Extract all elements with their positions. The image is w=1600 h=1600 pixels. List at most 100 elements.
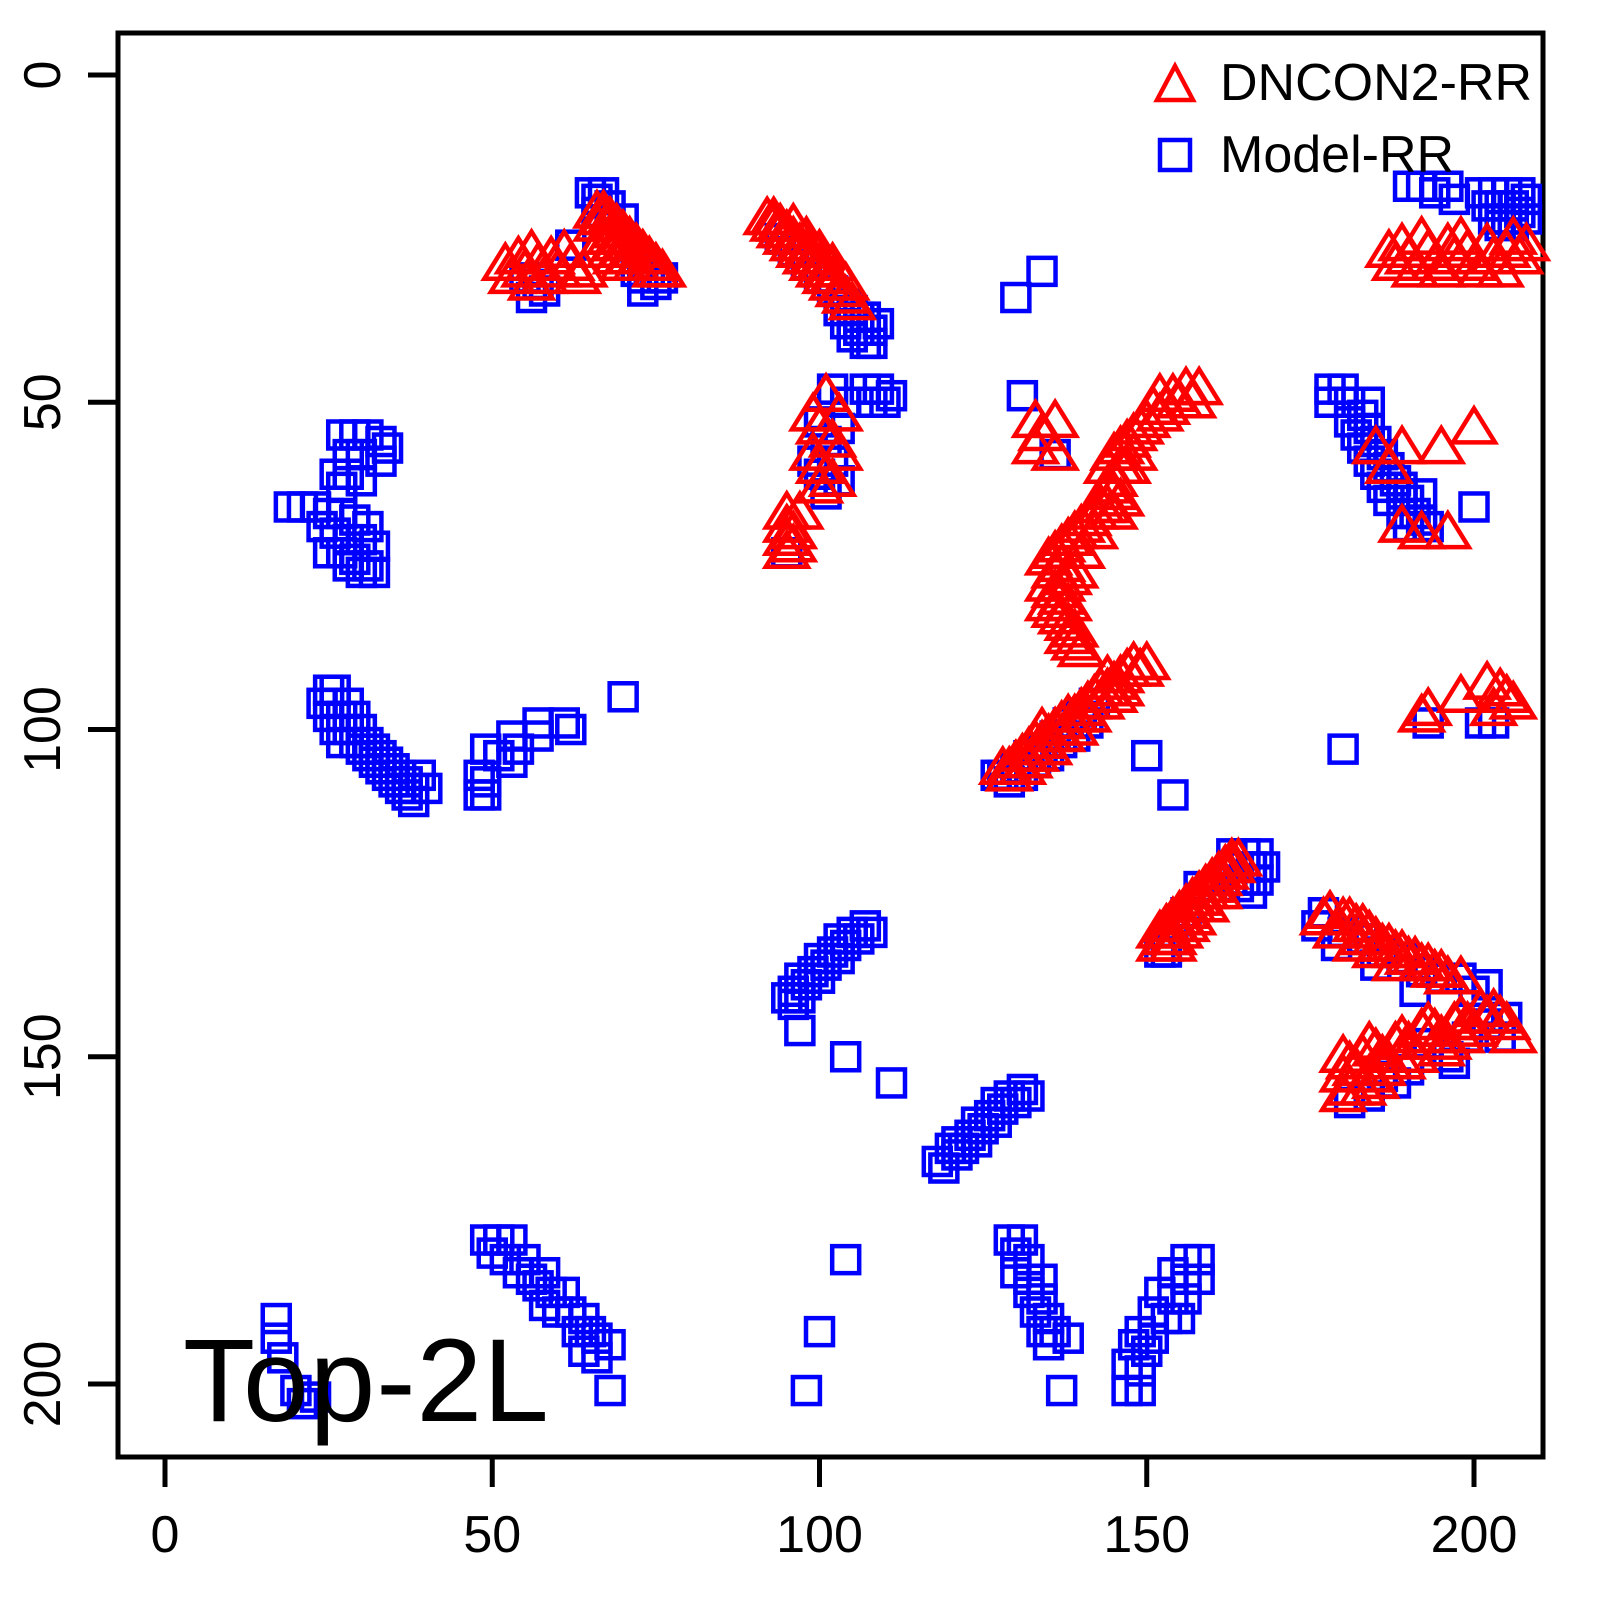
data-point-dncon2-rr	[801, 371, 852, 412]
data-point-dncon2-rr	[486, 253, 537, 295]
data-point-model-rr	[869, 386, 901, 418]
legend-item-dncon2rr: DNCON2-RR	[1152, 52, 1532, 114]
data-point-dncon2-rr	[1062, 692, 1113, 733]
data-point-dncon2-rr	[807, 456, 858, 498]
y-axis-tick-label: 150	[14, 1013, 72, 1100]
x-axis-tick-label: 50	[463, 1506, 521, 1564]
y-axis-tick-label: 0	[14, 61, 72, 90]
data-point-dncon2-rr	[598, 240, 649, 282]
data-point-model-rr	[1045, 1374, 1078, 1407]
data-point-model-rr	[365, 445, 397, 477]
data-point-model-rr	[856, 327, 888, 360]
data-point-model-rr	[1327, 733, 1359, 765]
data-point-model-rr	[928, 1152, 960, 1184]
triangle-marker-icon	[1153, 61, 1197, 103]
data-point-dncon2-rr	[1448, 404, 1500, 445]
data-point-dncon2-rr	[1095, 665, 1146, 707]
data-point-dncon2-rr	[1023, 724, 1074, 766]
data-point-model-rr	[771, 982, 803, 1014]
data-point-dncon2-rr	[1429, 233, 1480, 275]
data-point-dncon2-rr	[827, 279, 878, 321]
data-point-dncon2-rr	[1075, 679, 1126, 720]
data-point-model-rr	[862, 307, 895, 340]
data-point-model-rr	[829, 1041, 862, 1073]
data-point-dncon2-rr	[1331, 921, 1382, 962]
data-point-dncon2-rr	[1049, 705, 1100, 746]
plot-border	[115, 30, 1546, 1460]
data-point-dncon2-rr	[1376, 423, 1428, 465]
data-point-dncon2-rr	[1416, 423, 1467, 465]
data-point-dncon2-rr	[1350, 423, 1401, 465]
data-point-dncon2-rr	[1396, 692, 1447, 733]
data-point-model-rr	[1157, 779, 1189, 811]
data-point-model-rr	[790, 1374, 823, 1407]
data-point-model-rr	[1124, 1374, 1156, 1407]
y-axis-tick-label: 50	[14, 373, 72, 431]
data-point-model-rr	[260, 1302, 293, 1335]
data-point-dncon2-rr	[1160, 901, 1212, 943]
data-point-model-rr	[267, 1342, 299, 1374]
data-point-model-rr	[581, 1342, 613, 1374]
data-point-dncon2-rr	[1376, 502, 1428, 543]
data-point-model-rr	[875, 1067, 908, 1099]
data-point-model-rr	[1314, 386, 1346, 418]
data-point-model-rr	[1163, 1302, 1196, 1335]
data-point-model-rr	[358, 556, 391, 589]
data-point-model-rr	[345, 465, 378, 497]
data-point-dncon2-rr	[1501, 220, 1552, 262]
data-point-dncon2-rr	[1023, 580, 1074, 622]
data-point-dncon2-rr	[1435, 953, 1486, 995]
legend-label-modelrr: Model-RR	[1220, 126, 1455, 184]
data-point-dncon2-rr	[761, 528, 812, 570]
data-point-dncon2-rr	[1488, 679, 1539, 720]
legend-label-dncon2rr: DNCON2-RR	[1220, 54, 1532, 112]
data-point-dncon2-rr	[1003, 737, 1054, 779]
data-point-dncon2-rr	[1475, 247, 1526, 288]
data-point-model-rr	[1170, 1283, 1202, 1315]
data-point-dncon2-rr	[519, 253, 570, 295]
data-point-dncon2-rr	[807, 240, 858, 282]
data-point-model-rr	[555, 713, 587, 746]
data-point-dncon2-rr	[1376, 1039, 1428, 1080]
data-point-model-rr	[1131, 739, 1163, 772]
data-point-dncon2-rr	[1422, 508, 1473, 550]
data-point-model-rr	[548, 707, 580, 739]
data-point-model-rr	[784, 1014, 816, 1047]
data-point-model-rr	[260, 1322, 293, 1354]
data-point-model-rr	[352, 550, 384, 582]
data-point-dncon2-rr	[1448, 1006, 1500, 1047]
data-point-model-rr	[1405, 478, 1438, 510]
data-point-dncon2-rr	[1180, 881, 1231, 923]
data-point-dncon2-rr	[1193, 868, 1244, 910]
data-point-dncon2-rr	[1023, 561, 1074, 602]
data-point-model-rr	[463, 759, 495, 792]
data-point-dncon2-rr	[1030, 430, 1081, 471]
data-point-model-rr	[1458, 491, 1490, 523]
x-axis-tick-label: 150	[1103, 1506, 1190, 1564]
data-point-dncon2-rr	[1396, 508, 1447, 550]
data-point-model-rr	[594, 1374, 626, 1407]
x-axis-tick-label: 200	[1431, 1506, 1518, 1564]
data-point-dncon2-rr	[794, 463, 845, 504]
x-axis-tick-label: 0	[151, 1506, 180, 1564]
data-point-dncon2-rr	[1049, 548, 1100, 589]
data-point-model-rr	[1006, 379, 1039, 412]
data-point-dncon2-rr	[1468, 685, 1519, 727]
data-point-dncon2-rr	[1016, 705, 1068, 746]
data-point-model-rr	[803, 458, 836, 490]
data-point-dncon2-rr	[506, 260, 557, 301]
data-point-dncon2-rr	[1102, 443, 1153, 484]
square-marker-icon	[1157, 137, 1193, 173]
data-point-model-rr	[921, 1145, 954, 1178]
data-point-dncon2-rr	[558, 247, 609, 288]
data-point-dncon2-rr	[1370, 240, 1421, 282]
data-point-model-rr	[286, 1387, 319, 1420]
data-point-dncon2-rr	[1010, 423, 1061, 465]
annotation-top-2l: Top-2L	[183, 1315, 550, 1447]
y-axis-tick-label: 200	[14, 1341, 72, 1428]
data-point-dncon2-rr	[1318, 1071, 1369, 1113]
data-point-model-rr	[1032, 1328, 1065, 1361]
data-point-dncon2-rr	[1488, 1012, 1539, 1054]
